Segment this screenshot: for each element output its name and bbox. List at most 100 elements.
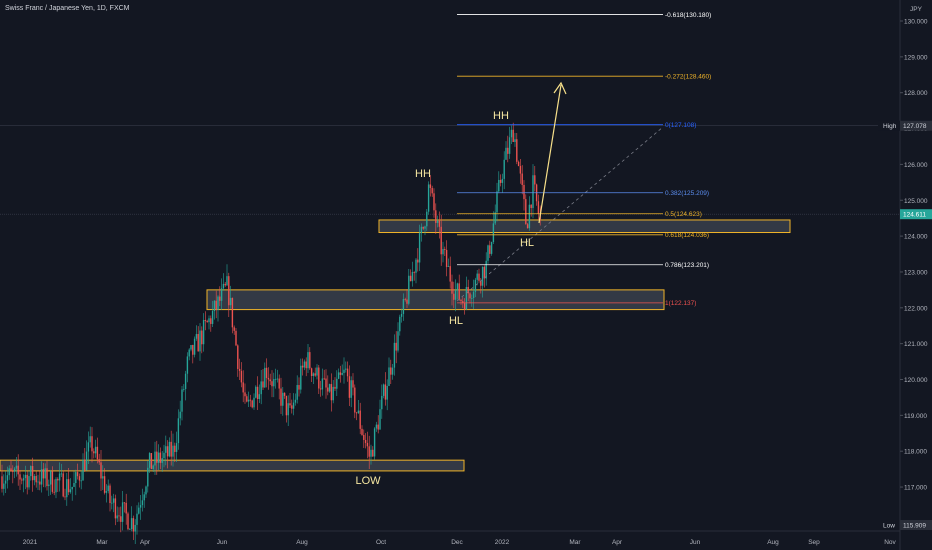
candle-body (508, 137, 511, 154)
candle-body (327, 387, 329, 392)
candle-body (458, 283, 460, 300)
candle-body (201, 330, 203, 345)
candle-body (60, 473, 63, 475)
candle-body (147, 467, 149, 487)
candle-body (96, 446, 99, 460)
candle-body (264, 367, 266, 388)
candle-body (368, 446, 370, 457)
candle-body (228, 276, 230, 306)
candle-body (75, 472, 77, 484)
candle-body (224, 283, 226, 286)
x-tick-label: Apr (140, 539, 151, 546)
candle-body (13, 468, 16, 472)
y-tick-label: 125.000 (904, 198, 928, 205)
candle-body (107, 485, 109, 492)
candle-body (316, 367, 318, 376)
candle-body (445, 249, 448, 267)
candle-body (424, 226, 426, 229)
swing-label: LOW (355, 475, 381, 487)
candle-body (258, 394, 261, 400)
candle-body (269, 379, 271, 382)
candle-body (129, 529, 131, 530)
candle-body (26, 474, 28, 488)
candle-body (242, 382, 244, 393)
candle-body (190, 345, 192, 350)
low-tag-label: Low (883, 522, 895, 529)
candle-body (379, 409, 381, 430)
candle-body (256, 386, 259, 400)
candle-body (251, 400, 253, 408)
candle-body (120, 516, 122, 522)
candle-body (390, 367, 392, 375)
candle-body (267, 377, 270, 380)
candle-body (325, 378, 327, 388)
candle-body (134, 524, 136, 532)
high-tag-bg (900, 120, 932, 131)
y-tick-label: 118.000 (904, 449, 927, 456)
candle-body (172, 445, 174, 457)
candle-body (154, 451, 156, 466)
candle-body (98, 459, 100, 463)
candle-body (170, 441, 172, 457)
candle-body (91, 436, 93, 452)
candle-body (276, 378, 279, 380)
candle-body (386, 385, 388, 400)
candle-body (507, 147, 509, 154)
candle-body (217, 296, 219, 310)
candle-body (442, 248, 444, 255)
candle-body (141, 500, 144, 506)
candle-body (526, 224, 529, 229)
candle-body (510, 129, 513, 138)
candle-body (165, 446, 167, 453)
y-tick-label: 129.000 (904, 54, 928, 61)
candle-body (489, 245, 491, 254)
candle-body (534, 175, 536, 185)
candle-body (278, 378, 280, 389)
candle-body (49, 471, 52, 485)
candle-body (294, 399, 297, 403)
candle-body (339, 372, 342, 375)
candle-body (51, 471, 54, 492)
candle-body (105, 491, 108, 493)
candle-body (66, 479, 68, 498)
candle-body (163, 452, 165, 459)
candle-body (364, 439, 367, 443)
y-tick-label: 117.000 (904, 485, 927, 492)
candle-body (84, 459, 86, 471)
candle-body (517, 161, 520, 167)
x-tick-label: Aug (296, 539, 308, 546)
candle-body (292, 402, 295, 409)
candle-body (471, 298, 473, 299)
candle-body (310, 368, 313, 377)
candle-body (444, 248, 446, 250)
candle-body (296, 385, 298, 400)
candle-body (282, 392, 284, 406)
candle-body (449, 266, 451, 282)
candle-body (467, 286, 469, 294)
candle-body (285, 395, 288, 416)
candle-body (415, 259, 417, 273)
chart-title: Swiss Franc / Japanese Yen, 1D, FXCM (5, 5, 130, 12)
candle-body (474, 279, 477, 292)
candle-body (289, 403, 291, 406)
candle-body (21, 479, 23, 481)
fib-label: 0(127.108) (665, 122, 696, 129)
candle-body (512, 129, 514, 143)
low-tag-value: 115.909 (903, 522, 926, 529)
candle-body (255, 386, 257, 398)
candle-body (348, 376, 351, 398)
candle-body (102, 476, 104, 479)
candle-body (118, 515, 120, 517)
candle-body (454, 290, 457, 300)
candle-body (309, 352, 311, 369)
y-tick-label: 126.000 (904, 162, 928, 169)
candle-body (231, 297, 234, 328)
candle-body (505, 147, 507, 160)
candle-body (312, 373, 315, 377)
candle-body (426, 211, 428, 227)
candle-body (460, 299, 462, 302)
candle-body (429, 184, 432, 188)
x-tick-label: Mar (96, 539, 108, 546)
candle-body (516, 139, 518, 162)
